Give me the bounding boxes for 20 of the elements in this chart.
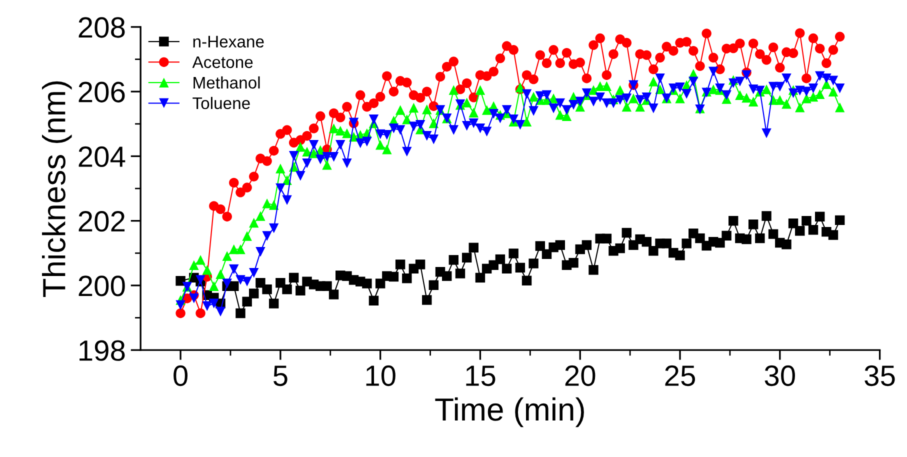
legend-label: Methanol [194, 76, 260, 89]
x-tick-label: 10 [366, 365, 396, 386]
y-tick-label: 204 [78, 146, 126, 168]
y-tick-label: 208 [78, 17, 125, 38]
x-tick-label: 20 [565, 365, 596, 386]
x-tick-label: 30 [764, 365, 795, 386]
x-tick-label: 25 [665, 365, 696, 386]
x-tick-label: 5 [273, 366, 288, 386]
y-tick-label: 200 [78, 276, 125, 296]
y-tick-label: 206 [78, 82, 125, 102]
y-tick-label: 202 [78, 211, 125, 232]
x-tick-label: 0 [174, 365, 188, 386]
legend-label: Toluene [192, 96, 250, 110]
x-axis-title: Time (min) [435, 397, 584, 428]
x-tick-label: 35 [864, 365, 895, 386]
legend-label: Acetone [192, 56, 253, 68]
y-axis-title: Thickness (nm) [42, 81, 72, 297]
x-tick-label: 15 [466, 366, 496, 386]
y-tick-label: 198 [80, 340, 125, 361]
legend-label: n-Hexane [193, 36, 264, 48]
